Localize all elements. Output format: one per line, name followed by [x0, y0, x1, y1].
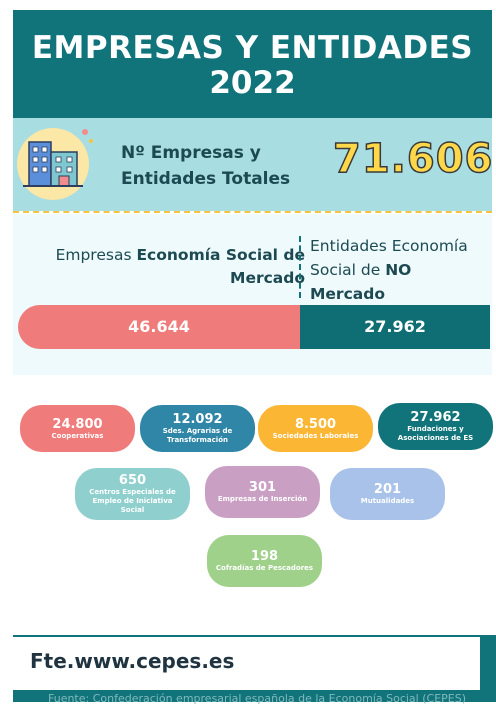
category-pill: 12.092 Sdes. Agrarias de Transformación	[140, 405, 255, 452]
category-pill: 198 Cofradías de Pescadores	[207, 535, 322, 587]
non-market-bar: 27.962	[300, 305, 490, 349]
building-icon	[17, 128, 93, 200]
category-value: 24.800	[52, 416, 103, 432]
category-pill: 301 Empresas de Inserción	[205, 466, 320, 518]
label-normal: Entidades Economía Social de	[310, 237, 468, 279]
dashed-separator	[13, 211, 492, 213]
total-label: Nº Empresas y Entidades Totales	[121, 143, 291, 189]
category-pill: 201 Mutualidades	[330, 468, 445, 520]
title-line: EMPRESAS Y ENTIDADES	[31, 30, 474, 66]
label-bold: Economía Social de Mercado	[136, 246, 305, 287]
category-value: 301	[248, 480, 277, 495]
label-normal: Empresas	[55, 246, 132, 264]
market-bar: 46.644	[18, 305, 300, 349]
source-link: Fte.www.cepes.es	[30, 649, 235, 673]
category-pill: 27.962 Fundaciones y Asociaciones de ES	[378, 403, 493, 450]
category-label: Centros Especiales de Empleo de Iniciati…	[89, 488, 176, 514]
category-pill: 650 Centros Especiales de Empleo de Inici…	[75, 468, 190, 520]
category-value: 8.500	[294, 416, 337, 432]
split-section: Empresas Economía Social de Mercado Enti…	[13, 214, 492, 375]
category-label: Sociedades Laborales	[272, 431, 359, 440]
category-pill: 24.800 Cooperativas	[20, 405, 135, 452]
total-band: Nº Empresas y Entidades Totales 71.606	[13, 118, 494, 211]
label-bold: NO Mercado	[310, 261, 412, 303]
category-label: Cooperativas	[51, 431, 104, 440]
category-label: Cofradías de Pescadores	[215, 564, 314, 572]
category-label: Mutualidades	[360, 497, 415, 505]
category-pill: 8.500 Sociedades Laborales	[258, 405, 373, 452]
category-value: 201	[373, 482, 402, 497]
category-value: 27.962	[410, 410, 461, 425]
category-label: Empresas de Inserción	[217, 495, 308, 503]
source-note: Fuente: Confederación empresarial españo…	[48, 692, 466, 705]
divider	[299, 236, 301, 298]
header: EMPRESAS Y ENTIDADES 2022	[13, 10, 492, 118]
total-value: 71.606	[332, 135, 494, 183]
left-label: Empresas Economía Social de Mercado	[53, 244, 305, 290]
category-label: Sdes. Agrarias de Transformación	[162, 427, 233, 444]
title-year: 2022	[209, 65, 296, 101]
footer-box: Fte.www.cepes.es	[13, 637, 480, 690]
right-label: Entidades Economía Social de NO Mercado	[310, 234, 490, 306]
category-value: 12.092	[172, 412, 223, 427]
category-value: 198	[250, 549, 279, 564]
category-label: Fundaciones y Asociaciones de ES	[397, 425, 474, 442]
category-value: 650	[118, 473, 147, 488]
footer: Fte.www.cepes.es Fuente: Confederación e…	[13, 635, 496, 705]
